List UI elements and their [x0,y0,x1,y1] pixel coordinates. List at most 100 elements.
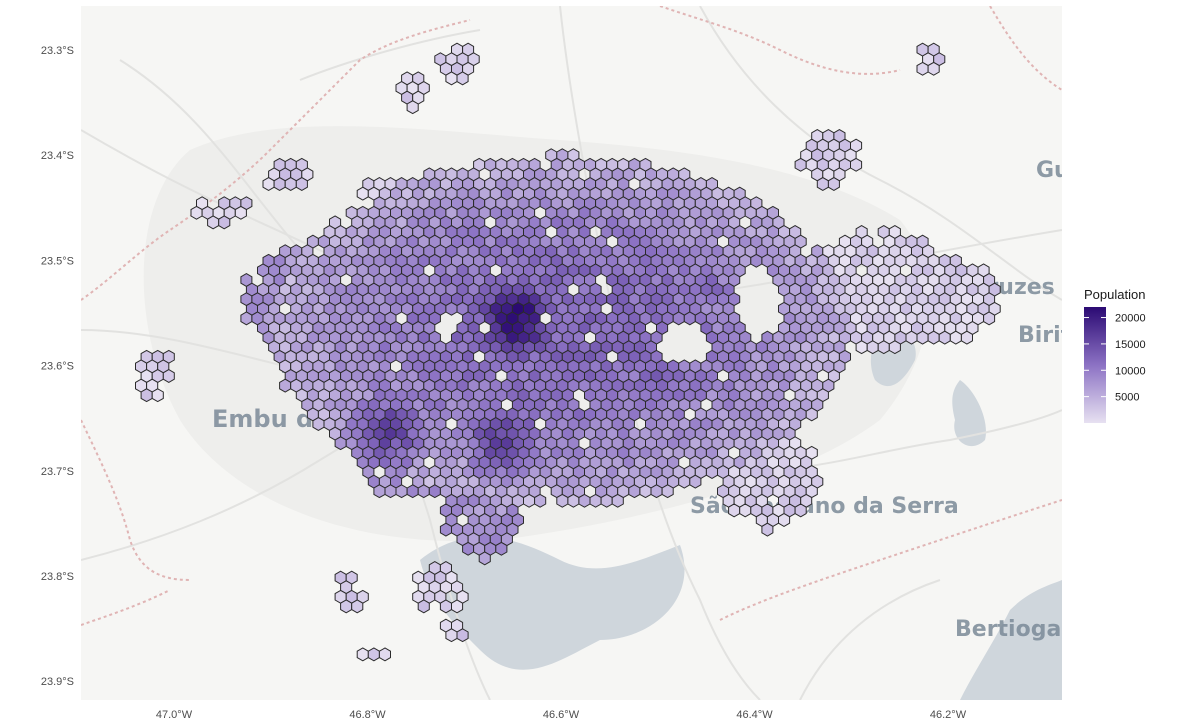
x-tick-label: 46.6°W [543,709,580,721]
y-tick-label: 23.6°S [41,361,74,373]
population-hexagon [794,503,807,518]
population-hexagon [938,330,951,345]
population-hexagon [816,177,829,191]
population-hexagon [983,311,996,326]
population-legend: Population 20000 15000 10000 5000 [1084,287,1146,423]
y-axis: 23.3°S 23.4°S 23.5°S 23.6°S 23.7°S 23.8°… [41,45,74,688]
population-hexagon [650,484,663,499]
population-hexagon [805,407,818,422]
population-hexagon [567,493,580,508]
population-hexagon [240,311,253,326]
population-hexagon [916,61,929,76]
population-hexagon [495,541,508,556]
population-hexagon [445,628,458,643]
x-axis: 47.0°W 46.8°W 46.6°W 46.4°W 46.2°W [156,709,967,721]
population-hexagon [600,493,613,508]
y-tick-label: 23.3°S [41,45,74,57]
population-hexagon [373,484,386,499]
population-hexagon [855,340,868,355]
population-hexagon [262,177,275,191]
legend-colorbar [1084,307,1106,423]
population-hexagon [356,186,369,201]
population-hexagon [927,61,940,76]
population-hexagon [478,551,491,566]
lake-water-east [952,380,986,447]
population-hexagon [705,465,718,479]
population-hexagon [866,340,879,355]
x-tick-label: 47.0°W [156,709,193,721]
population-hexagon [218,215,231,230]
legend-tick-label: 5000 [1115,392,1139,404]
population-hexagon [456,71,469,86]
population-hexagon [207,215,220,230]
y-tick-label: 23.8°S [41,571,74,583]
population-hexagon [295,177,308,191]
reservoir-water [420,536,685,670]
population-hexagon [428,484,441,499]
x-tick-label: 46.4°W [736,709,773,721]
population-hexagon [678,474,691,489]
basemap: Taboã Embu das A Gu Mogi das Cruzes Biri… [81,6,1072,700]
legend-tick-label: 20000 [1115,313,1146,325]
population-hexagon [523,493,536,508]
population-hexagon [378,647,391,662]
population-hexagon [417,484,430,499]
x-tick-label: 46.2°W [930,709,967,721]
sea-water [960,580,1062,700]
population-hexagon [140,388,153,403]
population-hexagon [683,311,696,326]
population-hexagon [728,503,741,518]
legend-title: Population [1084,287,1145,302]
population-hexagon [456,628,469,643]
population-hexagon [439,522,452,537]
y-tick-label: 23.9°S [41,676,74,688]
population-hexagon [417,599,430,614]
population-hexagon [611,493,624,508]
population-hexagon [356,647,369,662]
population-hexagon [739,503,752,518]
y-tick-label: 23.5°S [41,255,74,267]
population-hexagon [406,484,419,499]
population-hexagon [439,599,452,614]
population-hexagon [151,388,164,403]
y-tick-label: 23.7°S [41,466,74,478]
population-hexagon [340,599,353,614]
population-hexagon [384,484,397,499]
municipal-borders [81,6,1062,626]
y-tick-label: 23.4°S [41,150,74,162]
population-hexagon [351,599,364,614]
population-hexagon [689,474,702,489]
population-hexagon [888,340,901,355]
legend-tick-label: 15000 [1115,339,1146,351]
place-label-gu: Gu [1036,158,1070,183]
population-hexagon [279,378,292,393]
population-hexagon [850,157,863,172]
population-hexagon [927,330,940,345]
population-hexagon [406,100,419,115]
population-hexbin-layer [135,42,1001,662]
population-hexagon [334,436,347,451]
population-hexagon [273,177,286,191]
population-hexagon [578,493,591,508]
population-hexagon [827,177,840,191]
legend-tick-label: 10000 [1115,365,1146,377]
population-hexagon [284,177,297,191]
population-hexagon [556,493,569,508]
x-tick-label: 46.8°W [349,709,386,721]
population-hexagon [234,205,247,220]
population-hexagon [639,484,652,499]
population-hexagon [949,330,962,345]
population-hexagon [778,513,791,527]
place-label-birit: Birit [1018,323,1072,348]
population-hexagon [761,522,774,537]
population-hexagon [395,484,408,499]
population-hexagon [794,157,807,172]
population-hexagon [190,205,203,220]
population-hexagon [162,369,175,383]
population-hexagon [445,71,458,86]
population-hexagon [750,253,763,268]
population-hexagon [628,484,641,499]
population-hexagon [589,493,602,508]
population-hexagon [661,484,674,499]
